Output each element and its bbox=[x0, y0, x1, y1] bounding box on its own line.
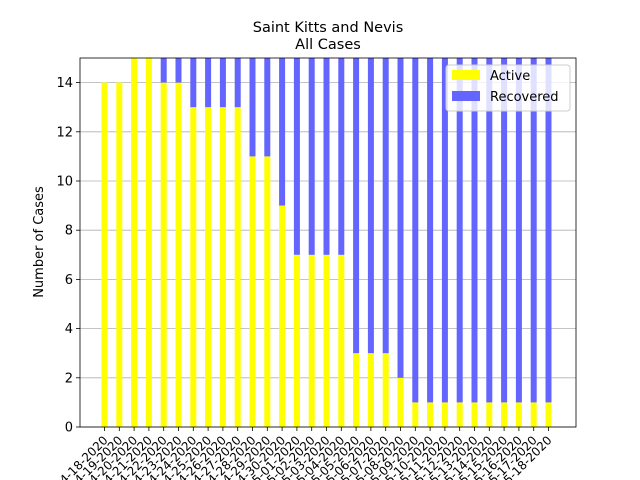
bar-recovered bbox=[545, 58, 552, 403]
bar-recovered bbox=[205, 58, 212, 108]
bar-recovered bbox=[427, 58, 434, 403]
bar-active bbox=[353, 353, 360, 427]
bar-recovered bbox=[353, 58, 360, 354]
bar-recovered bbox=[367, 58, 374, 354]
y-tick-label: 4 bbox=[65, 322, 73, 337]
bar-active bbox=[486, 402, 493, 427]
bar-recovered bbox=[515, 58, 522, 403]
bar-recovered bbox=[190, 58, 197, 108]
bar-recovered bbox=[382, 58, 389, 354]
bar-active bbox=[160, 82, 167, 427]
bar-recovered bbox=[471, 58, 478, 403]
y-tick-label: 8 bbox=[65, 224, 73, 239]
bar-recovered bbox=[530, 58, 537, 403]
bar-recovered bbox=[338, 58, 345, 255]
bar-recovered bbox=[441, 58, 448, 403]
y-axis-label: Number of Cases bbox=[32, 186, 47, 298]
bar-active bbox=[190, 107, 197, 427]
bar-active bbox=[116, 82, 123, 427]
bar-recovered bbox=[456, 58, 463, 403]
bar-recovered bbox=[501, 58, 508, 403]
bar-recovered bbox=[175, 58, 182, 83]
chart-subtitle: All Cases bbox=[295, 37, 361, 53]
bar-recovered bbox=[234, 58, 241, 108]
bar-active bbox=[175, 82, 182, 427]
y-tick-label: 6 bbox=[65, 273, 73, 288]
y-tick-label: 14 bbox=[56, 76, 73, 91]
legend-swatch-active bbox=[452, 70, 480, 80]
x-ticks: 4-18-20204-19-20204-20-20204-21-20204-22… bbox=[57, 427, 555, 480]
bar-recovered bbox=[160, 58, 167, 83]
axes bbox=[79, 57, 577, 428]
bar-recovered bbox=[264, 58, 271, 157]
y-tick-label: 10 bbox=[56, 175, 73, 190]
bar-active bbox=[279, 205, 286, 427]
bar-active bbox=[441, 402, 448, 427]
y-ticks: 0 2 4 6 8 10 12 14 bbox=[56, 76, 80, 436]
bar-recovered bbox=[308, 58, 315, 255]
bar-recovered bbox=[323, 58, 330, 255]
bar-recovered bbox=[293, 58, 300, 255]
bar-active bbox=[234, 107, 241, 427]
bar-recovered bbox=[412, 58, 419, 403]
bar-active bbox=[545, 402, 552, 427]
bar-active bbox=[412, 402, 419, 427]
bar-active bbox=[219, 107, 226, 427]
bar-recovered bbox=[279, 58, 286, 206]
bar-active bbox=[382, 353, 389, 427]
bar-active bbox=[293, 254, 300, 427]
bar-recovered bbox=[249, 58, 256, 157]
bar-active bbox=[471, 402, 478, 427]
bar-active bbox=[501, 402, 508, 427]
bar-active bbox=[145, 58, 152, 427]
bars bbox=[101, 58, 552, 427]
bar-active bbox=[323, 254, 330, 427]
bar-recovered bbox=[219, 58, 226, 108]
bar-active bbox=[205, 107, 212, 427]
legend-swatch-recovered bbox=[452, 91, 480, 101]
y-tick-label: 12 bbox=[56, 125, 73, 140]
bar-active bbox=[530, 402, 537, 427]
y-tick-label: 0 bbox=[65, 421, 73, 436]
bar-active bbox=[367, 353, 374, 427]
legend-label-active: Active bbox=[490, 69, 530, 84]
bar-recovered bbox=[486, 58, 493, 403]
bar-active bbox=[101, 82, 108, 427]
plot-frame bbox=[79, 57, 577, 428]
bar-active bbox=[427, 402, 434, 427]
bar-recovered bbox=[397, 58, 404, 378]
chart-title: Saint Kitts and Nevis bbox=[253, 20, 404, 36]
bar-active bbox=[131, 58, 138, 427]
legend: Active Recovered bbox=[445, 64, 571, 112]
legend-label-recovered: Recovered bbox=[490, 90, 559, 105]
bar-active bbox=[397, 377, 404, 427]
bar-active bbox=[456, 402, 463, 427]
bar-active bbox=[515, 402, 522, 427]
bar-active bbox=[249, 156, 256, 427]
bar-active bbox=[264, 156, 271, 427]
y-tick-label: 2 bbox=[65, 371, 73, 386]
bar-active bbox=[308, 254, 315, 427]
bar-active bbox=[338, 254, 345, 427]
